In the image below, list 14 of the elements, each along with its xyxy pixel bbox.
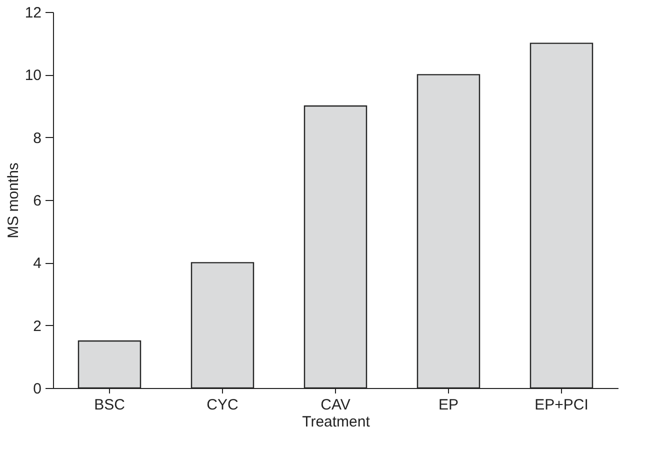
x-tick-label: EP+PCI	[534, 396, 588, 414]
x-tick-label: EP	[438, 396, 459, 414]
y-tick-label: 12	[24, 4, 42, 22]
y-tick-label: 6	[33, 192, 42, 210]
y-tick-label: 4	[33, 255, 42, 272]
y-axis-title: MS months	[4, 162, 22, 238]
x-tick-label: CYC	[206, 396, 238, 414]
x-tick-label: CAV	[320, 396, 350, 414]
y-tick-label: 10	[24, 67, 42, 84]
x-axis-title: Treatment	[302, 414, 371, 430]
y-tick-label: 2	[33, 318, 42, 335]
y-tick-label: 0	[33, 380, 42, 398]
x-tick-label: BSC	[94, 396, 126, 414]
y-tick-label: 8	[33, 130, 42, 147]
